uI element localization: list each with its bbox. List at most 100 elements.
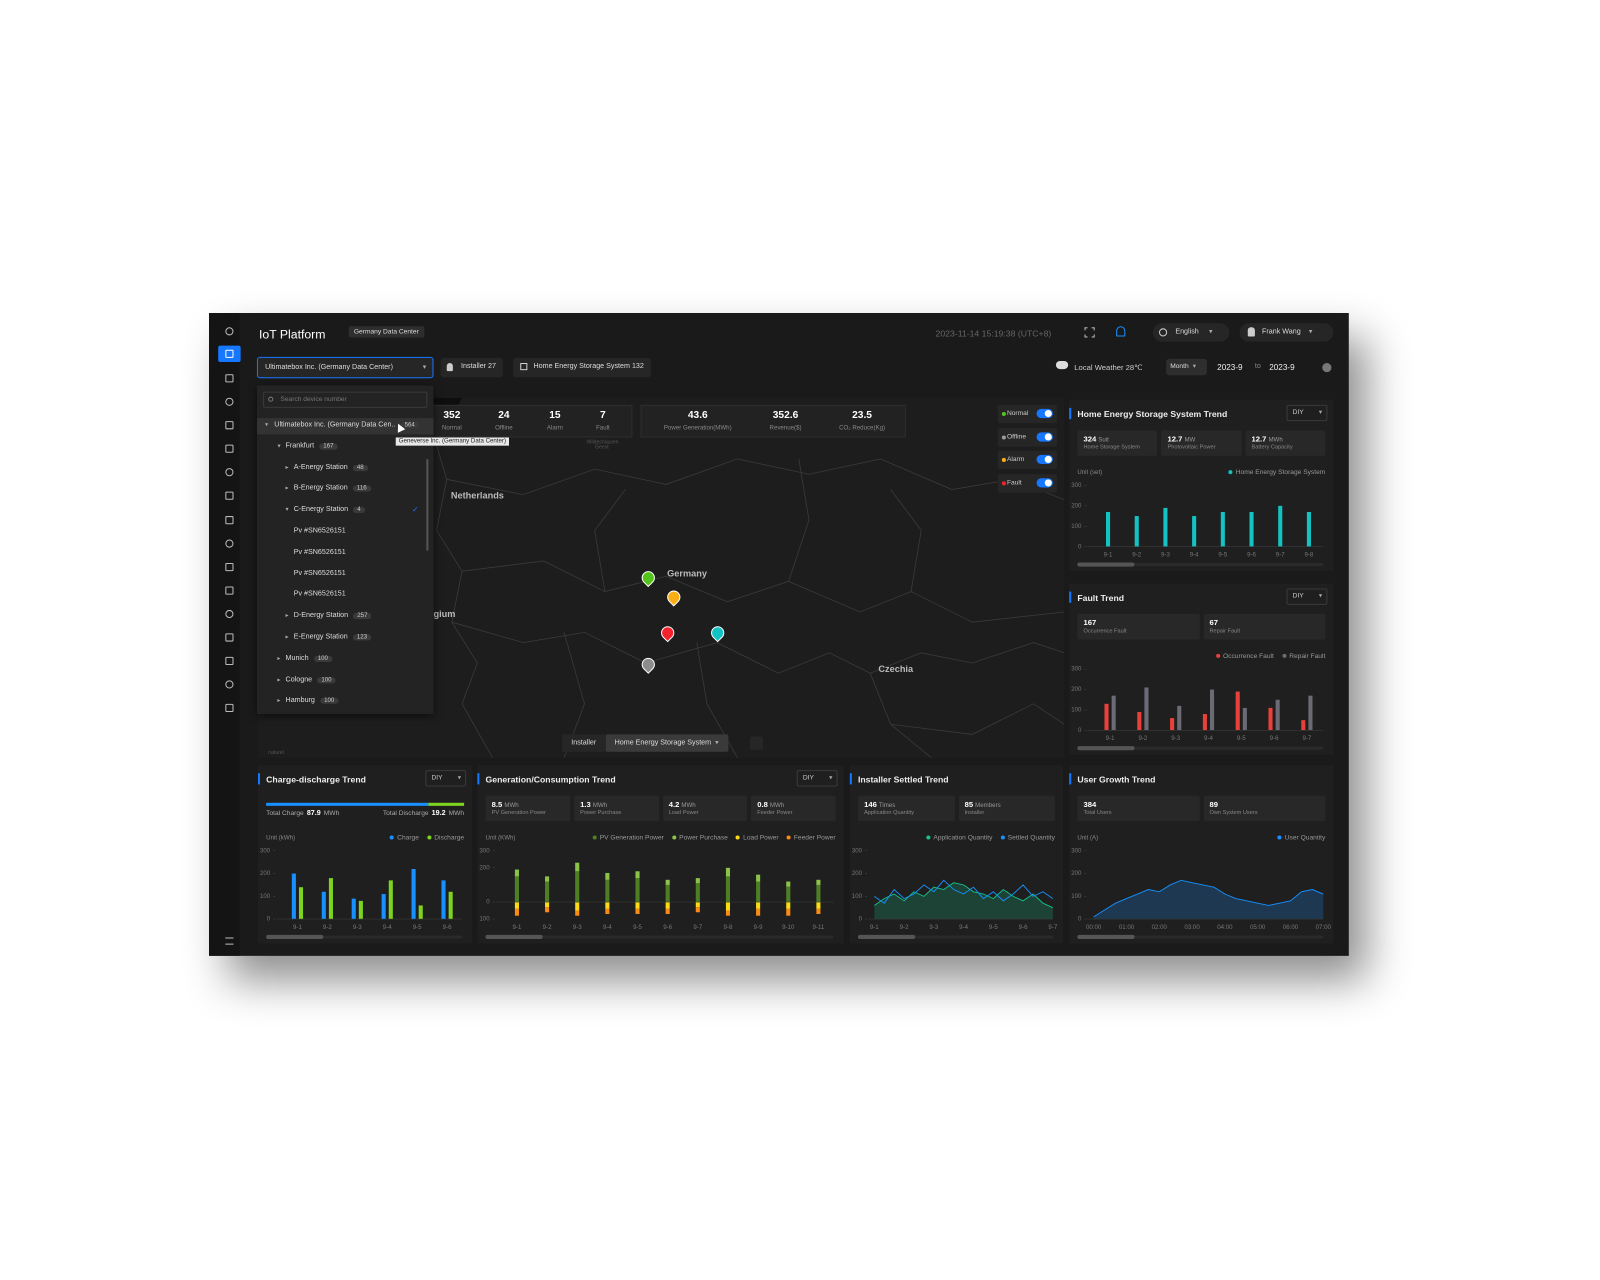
filter-row[interactable]: Alarm: [997, 450, 1057, 470]
caret[interactable]: ▸: [285, 464, 289, 471]
tree-item[interactable]: Cologne 100: [286, 676, 336, 683]
date-to[interactable]: 2023-9: [1269, 362, 1295, 373]
help-icon[interactable]: [1322, 362, 1332, 373]
search-box[interactable]: Search device number: [263, 391, 428, 408]
nav-icon[interactable]: [225, 703, 234, 712]
legend-swatch: [1228, 470, 1233, 475]
system-filter[interactable]: Home Energy Storage System 132: [513, 357, 652, 378]
caret[interactable]: ▸: [285, 613, 289, 620]
x-tick-label: 9-8: [724, 924, 733, 931]
caret: ▾: [1208, 328, 1213, 336]
nav-icon[interactable]: [225, 397, 234, 406]
installer-icon: [446, 362, 453, 372]
tree-item[interactable]: Pv #SN6526151: [294, 570, 346, 577]
tree-item[interactable]: D-Energy Station 257: [294, 612, 372, 620]
filter-row[interactable]: Normal: [997, 404, 1057, 424]
kpi-unit: Members: [975, 802, 1001, 809]
bar: [1306, 511, 1311, 547]
border: [869, 673, 1065, 758]
tree-item[interactable]: B-Energy Station 116: [294, 485, 371, 492]
range-select[interactable]: DIY ▾: [1286, 404, 1328, 422]
x-tick-label: 9-2: [900, 924, 909, 931]
range-select[interactable]: DIY ▾: [425, 770, 467, 787]
bar: [1235, 691, 1240, 731]
tree-item[interactable]: C-Energy Station 4: [294, 506, 365, 514]
nav-icon[interactable]: [225, 349, 234, 358]
caret[interactable]: ▸: [285, 634, 289, 641]
nav-icon[interactable]: [225, 327, 234, 336]
nav-icon[interactable]: [225, 633, 234, 642]
caret[interactable]: ▸: [277, 676, 281, 683]
map-tab[interactable]: Home Energy Storage System ▾: [605, 734, 728, 752]
y-tick-label: 200: [1071, 502, 1082, 509]
tree-item[interactable]: Pv #SN6526151: [294, 527, 346, 534]
tree-item[interactable]: Munich 100: [286, 655, 333, 662]
kpi-line: 89: [1210, 800, 1219, 809]
nav-icon[interactable]: [225, 468, 234, 477]
range-select[interactable]: DIY ▾: [1286, 588, 1328, 605]
toggle[interactable]: [1036, 454, 1053, 465]
legend-swatch: [1282, 654, 1287, 659]
kpi-value: 12.7: [1251, 434, 1267, 444]
kpi-unit: MW: [1184, 437, 1196, 444]
nav-icon[interactable]: [225, 562, 234, 572]
y-tick-label: 0: [486, 899, 490, 906]
language-select[interactable]: English ▾: [1152, 323, 1230, 342]
tree-item[interactable]: Pv #SN6526151: [294, 549, 346, 556]
tree-item[interactable]: Hamburg 100: [286, 697, 339, 705]
chart: 0 100 200 300 9-1 9-2 9-3 9-4 9-5 9-6: [260, 847, 463, 940]
organization-select[interactable]: Ultimatebox Inc. (Germany Data Center) ▾: [256, 356, 434, 379]
bar-segment: [695, 902, 700, 908]
user-menu[interactable]: Frank Wang ▾: [1239, 323, 1334, 342]
bar: [1144, 687, 1149, 731]
tree-item[interactable]: Frankfurt 167: [286, 442, 338, 450]
nav-icon[interactable]: [225, 680, 234, 689]
toggle[interactable]: [1036, 431, 1053, 442]
tree-item[interactable]: Ultimatebox Inc. (Germany Data Cen.. 564: [274, 421, 419, 429]
caret[interactable]: ▸: [277, 698, 281, 705]
bar: [291, 873, 296, 920]
kpi-card: 85 Members Installer: [958, 795, 1055, 822]
range-select[interactable]: DIY ▾: [796, 770, 838, 787]
nav-icon[interactable]: [225, 539, 234, 548]
caret[interactable]: ▸: [263, 423, 270, 427]
nav-collapse[interactable]: [225, 937, 234, 945]
caret[interactable]: ▸: [283, 508, 290, 512]
tree-item[interactable]: Pv #SN6526151: [294, 591, 346, 598]
filter-row[interactable]: Offline: [997, 427, 1057, 447]
nav-icon[interactable]: [225, 491, 234, 500]
kpi-unit: MWh: [681, 802, 696, 809]
installer-filter[interactable]: Installer 27: [440, 357, 504, 378]
nav-icon[interactable]: [225, 374, 234, 383]
caret: ▾: [1318, 592, 1323, 600]
tree-count: 4: [353, 507, 365, 514]
nav-icon[interactable]: [225, 421, 234, 430]
filter-row[interactable]: Fault: [997, 473, 1057, 493]
nav-icon[interactable]: [225, 516, 234, 525]
nav-icon[interactable]: [225, 609, 234, 619]
legend-item: Discharge: [427, 834, 464, 842]
refresh-button[interactable]: [749, 736, 764, 750]
filter-label: Offline: [1006, 432, 1027, 441]
y-tick-label: 200: [852, 870, 863, 877]
tree-item[interactable]: E-Energy Station 123: [294, 633, 372, 641]
kpi-label: Home Storage System: [1083, 444, 1140, 451]
date-from[interactable]: 2023-9: [1217, 362, 1243, 373]
caret[interactable]: ▸: [277, 655, 281, 662]
panel: Charge-discharge Trend DIY ▾ Total Charge 87…: [257, 765, 473, 944]
toggle[interactable]: [1036, 408, 1053, 419]
caret[interactable]: ▸: [275, 444, 282, 448]
nav-icon[interactable]: [225, 586, 234, 595]
nav-icon[interactable]: [225, 444, 234, 453]
bell-icon[interactable]: [1116, 326, 1126, 337]
kpi-card: 12.7 MW Photovoltaic Power: [1161, 430, 1242, 456]
period-select[interactable]: Month ▾: [1166, 358, 1207, 376]
nav-icon[interactable]: [225, 656, 234, 666]
x-tick-label: 02:00: [1152, 924, 1168, 931]
toggle[interactable]: [1036, 477, 1053, 487]
map-tab[interactable]: Installer: [562, 734, 605, 751]
tree-item[interactable]: A-Energy Station 48: [294, 464, 368, 471]
bar: [298, 887, 304, 920]
caret[interactable]: ▸: [285, 485, 289, 492]
kpi-value: 167: [1083, 618, 1097, 628]
